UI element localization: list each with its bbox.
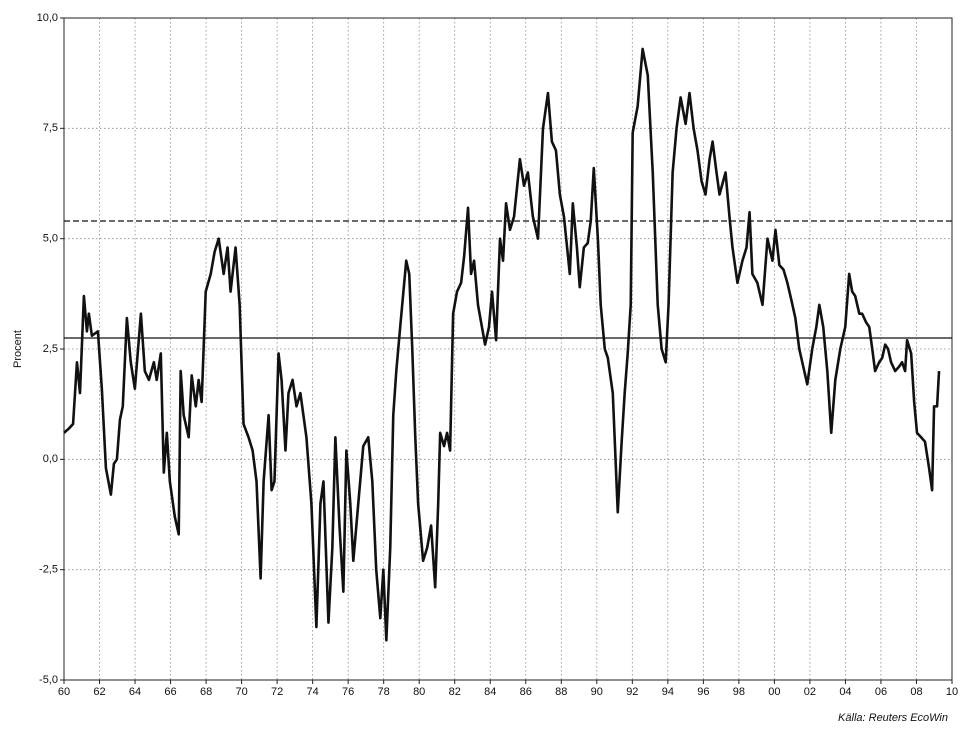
y-axis-label: Procent xyxy=(12,330,24,368)
x-tick-label: 98 xyxy=(733,686,745,698)
x-tick-label: 92 xyxy=(626,686,638,698)
x-tick-label: 74 xyxy=(307,686,319,698)
x-tick-label: 82 xyxy=(449,686,461,698)
x-tick-label: 62 xyxy=(93,686,105,698)
x-tick-label: 04 xyxy=(839,686,851,698)
source-note: Källa: Reuters EcoWin xyxy=(838,712,948,724)
x-tick-label: 80 xyxy=(413,686,425,698)
x-tick-label: 76 xyxy=(342,686,354,698)
x-tick-label: 84 xyxy=(484,686,496,698)
y-tick-label: 7,5 xyxy=(43,122,58,134)
x-tick-label: 08 xyxy=(910,686,922,698)
x-tick-label: 94 xyxy=(662,686,674,698)
x-tick-label: 78 xyxy=(378,686,390,698)
x-tick-label: 90 xyxy=(591,686,603,698)
data-line xyxy=(63,47,941,642)
x-tick-label: 96 xyxy=(697,686,709,698)
x-tick-label: 60 xyxy=(58,686,70,698)
x-tick-label: 86 xyxy=(520,686,532,698)
x-tick-label: 02 xyxy=(804,686,816,698)
y-tick-label: -5,0 xyxy=(39,674,58,686)
x-tick-label: 72 xyxy=(271,686,283,698)
y-tick-label: 10,0 xyxy=(37,12,58,24)
plot-frame xyxy=(63,17,953,681)
y-tick-label: 2,5 xyxy=(43,343,58,355)
x-tick-label: 88 xyxy=(555,686,567,698)
y-tick-label: 5,0 xyxy=(43,233,58,245)
x-tick-label: 64 xyxy=(129,686,141,698)
y-tick-label: -2,5 xyxy=(39,564,58,576)
x-tick-label: 06 xyxy=(875,686,887,698)
x-tick-label: 10 xyxy=(946,686,958,698)
y-tick-label: 0,0 xyxy=(43,453,58,465)
x-tick-label: 66 xyxy=(164,686,176,698)
x-tick-label: 00 xyxy=(768,686,780,698)
x-tick-label: 70 xyxy=(235,686,247,698)
x-tick-label: 68 xyxy=(200,686,212,698)
